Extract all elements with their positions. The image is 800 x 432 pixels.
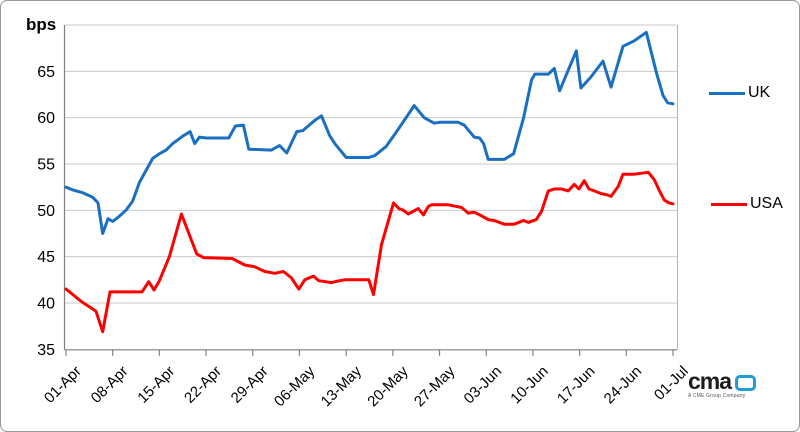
y-axis-unit-label: bps (26, 15, 57, 34)
uk-series-line (64, 30, 675, 235)
x-axis-label: 06-May (271, 362, 319, 410)
x-axis-label: 24-Jun (601, 363, 645, 407)
x-axis-label: 08-Apr (88, 363, 132, 407)
legend-entry-usa: USA (711, 195, 783, 213)
cma-logo-mark-icon (735, 375, 757, 391)
x-axis-label: 29-Apr (228, 363, 272, 407)
x-axis-label: 22-Apr (181, 363, 225, 407)
y-axis-label: 50 (37, 203, 55, 220)
legend-usa-label: USA (750, 195, 783, 212)
legend-uk-label: UK (748, 84, 771, 101)
x-axis-label: 15-Apr (134, 363, 178, 407)
usa-line-swatch (711, 202, 747, 206)
y-axis-label: 60 (37, 110, 55, 127)
x-axis-label: 10-Jun (507, 363, 551, 407)
x-axis-label: 01-Jul (651, 363, 692, 404)
x-axis-label: 20-May (364, 362, 412, 410)
cma-logo-tagline: A CME Group Company (688, 393, 746, 399)
x-axis-label: 01-Apr (41, 363, 85, 407)
y-axis-label: 45 (37, 249, 55, 266)
x-axis-label: 27-May (411, 362, 459, 410)
y-axis-label: 35 (37, 342, 55, 359)
usa-series-line (64, 170, 675, 334)
cma-logo: cma A CME Group Company (688, 368, 757, 399)
uk-line-swatch (709, 91, 745, 95)
x-axis-label: 13-May (318, 362, 366, 410)
x-axis-label: 17-Jun (554, 363, 598, 407)
x-axis-label: 03-Jun (461, 363, 505, 407)
y-axis-label: 55 (37, 156, 55, 173)
y-axis-label: 40 (37, 295, 55, 312)
legend-entry-uk: UK (709, 84, 770, 102)
cma-logo-text: cma (688, 368, 732, 394)
y-axis-label: 65 (37, 64, 55, 81)
